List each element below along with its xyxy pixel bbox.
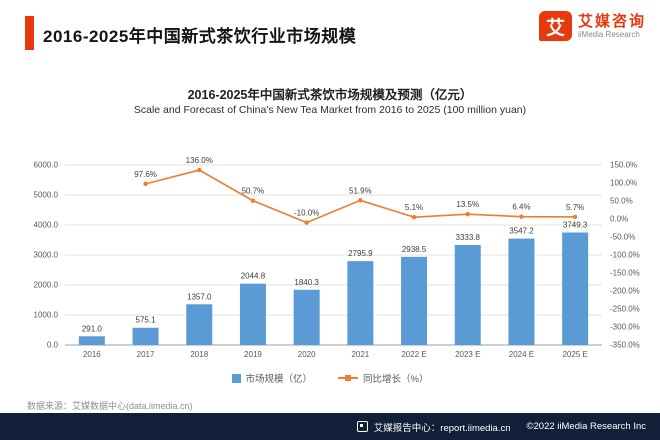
bar-value-label: 291.0: [82, 324, 103, 333]
x-axis-tick: 2023 E: [455, 350, 480, 359]
growth-line-marker: [358, 198, 363, 203]
right-axis-tick: -100.0%: [610, 251, 640, 260]
growth-value-label: 13.5%: [456, 200, 479, 209]
growth-line-marker: [572, 214, 578, 220]
copyright-text: ©2022 iiMedia Research Inc: [526, 421, 646, 432]
x-axis-tick: 2025 E: [562, 350, 587, 359]
growth-value-label: 51.9%: [349, 186, 372, 195]
bar-value-label: 3547.2: [509, 227, 534, 236]
legend-item-growth: 同比增长（%）: [338, 371, 428, 385]
growth-value-label: 136.0%: [186, 156, 213, 165]
bar-2016: [78, 336, 105, 345]
left-axis-tick: 3000.0: [34, 251, 59, 260]
brand-name-en: iiMedia Research: [577, 30, 640, 40]
bar-2019: [239, 283, 266, 345]
growth-line-marker: [143, 181, 148, 187]
report-icon: [356, 421, 368, 432]
right-axis-tick: 50.0%: [610, 197, 633, 206]
bar-2025 E: [562, 232, 589, 345]
bar-series-swatch: [231, 373, 241, 383]
left-axis-tick: 4000.0: [34, 221, 59, 230]
bar-2017: [132, 327, 159, 345]
legend-label-market-scale: 市场规模（亿）: [245, 374, 313, 385]
x-axis-tick: 2017: [137, 350, 155, 359]
bar-2018: [186, 304, 213, 345]
growth-line-marker: [304, 220, 309, 225]
bar-2022 E: [401, 256, 428, 345]
right-axis-tick: -50.0%: [610, 233, 635, 242]
growth-value-label: 97.6%: [134, 170, 157, 179]
right-axis-tick: -350.0%: [610, 341, 640, 350]
growth-value-label: 6.4%: [512, 203, 530, 212]
bar-2024 E: [508, 238, 535, 345]
data-source-note: 数据来源：艾媒数据中心(data.iimedia.cn): [27, 401, 193, 411]
line-marker-dot: [345, 375, 352, 381]
market-scale-chart: 6000.0 5000.0 4000.0 3000.0 2000.0 1000.0 0.0 1…: [34, 156, 640, 359]
growth-line: [145, 169, 576, 224]
left-axis-tick: 0.0: [47, 341, 59, 350]
right-axis-tick: -300.0%: [610, 323, 640, 332]
x-axis-tick: 2020: [298, 350, 316, 359]
bar-value-label: 3749.3: [563, 221, 588, 230]
growth-line-marker: [411, 214, 417, 220]
x-axis-tick: 2021: [351, 350, 369, 359]
brand-text: 艾媒咨询 iiMedia Research: [578, 13, 646, 39]
right-axis-tick: 0.0%: [610, 215, 628, 224]
iimedia-logo: 艾 艾媒咨询 iiMedia Research: [538, 11, 646, 41]
iimedia-logo-icon: 艾: [538, 11, 572, 41]
bar-value-label: 575.1: [136, 316, 157, 325]
bar-2020: [293, 289, 320, 345]
x-axis-tick: 2018: [190, 350, 208, 359]
x-axis-tick: 2019: [244, 350, 262, 359]
page-title: 2016-2025年中国新式茶饮行业市场规模: [43, 27, 357, 46]
line-series-swatch: [338, 375, 359, 381]
left-axis-tick: 1000.0: [34, 311, 59, 320]
x-axis-tick: 2016: [83, 350, 101, 359]
right-axis-tick: -250.0%: [610, 305, 640, 314]
chart-legend: 市场规模（亿） 同比增长（%）: [0, 371, 660, 385]
title-accent-bar: [25, 16, 34, 50]
growth-value-label: -10.0%: [294, 209, 319, 218]
report-center-text: 艾媒报告中心：report.iimedia.cn: [373, 422, 511, 434]
x-axis-tick: 2024 E: [509, 350, 534, 359]
bar-value-label: 2795.9: [348, 249, 373, 258]
chart-subtitle: Scale and Forecast of China's New Tea Ma…: [133, 104, 527, 116]
growth-line-marker: [250, 198, 256, 203]
growth-line-marker: [197, 167, 202, 173]
x-axis-tick: 2022 E: [401, 350, 426, 359]
legend-label-growth: 同比增长（%）: [363, 374, 429, 385]
left-axis-tick: 2000.0: [34, 281, 59, 290]
bar-value-label: 2044.8: [241, 272, 266, 281]
chart-title: 2016-2025年中国新式茶饮市场规模及预测（亿元）: [187, 88, 473, 102]
growth-value-label: 5.7%: [566, 203, 584, 212]
left-axis-tick: 5000.0: [34, 191, 59, 200]
legend-item-market-scale: 市场规模（亿）: [231, 371, 313, 385]
bar-2021: [347, 261, 374, 345]
bar-value-label: 1357.0: [187, 292, 212, 301]
growth-line-marker: [519, 214, 524, 219]
bar-2023 E: [454, 244, 481, 345]
bar-value-label: 2938.5: [402, 245, 427, 254]
right-axis-tick: 100.0%: [610, 179, 637, 188]
right-axis-tick: 150.0%: [610, 161, 637, 170]
growth-line-marker: [465, 211, 470, 217]
right-axis-tick: -150.0%: [610, 269, 640, 278]
growth-value-label: 5.1%: [405, 203, 423, 212]
footer-report-center: 艾媒报告中心：report.iimedia.cn: [356, 420, 511, 434]
left-axis-tick: 6000.0: [34, 161, 59, 170]
brand-name-cn: 艾媒咨询: [577, 12, 646, 30]
right-axis-tick: -200.0%: [610, 287, 640, 296]
bar-value-label: 1840.3: [294, 278, 319, 287]
bar-value-label: 3333.8: [456, 233, 481, 242]
growth-value-label: 50.7%: [242, 187, 265, 196]
footer-bar: 艾媒报告中心：report.iimedia.cn ©2022 iiMedia R…: [0, 413, 660, 440]
